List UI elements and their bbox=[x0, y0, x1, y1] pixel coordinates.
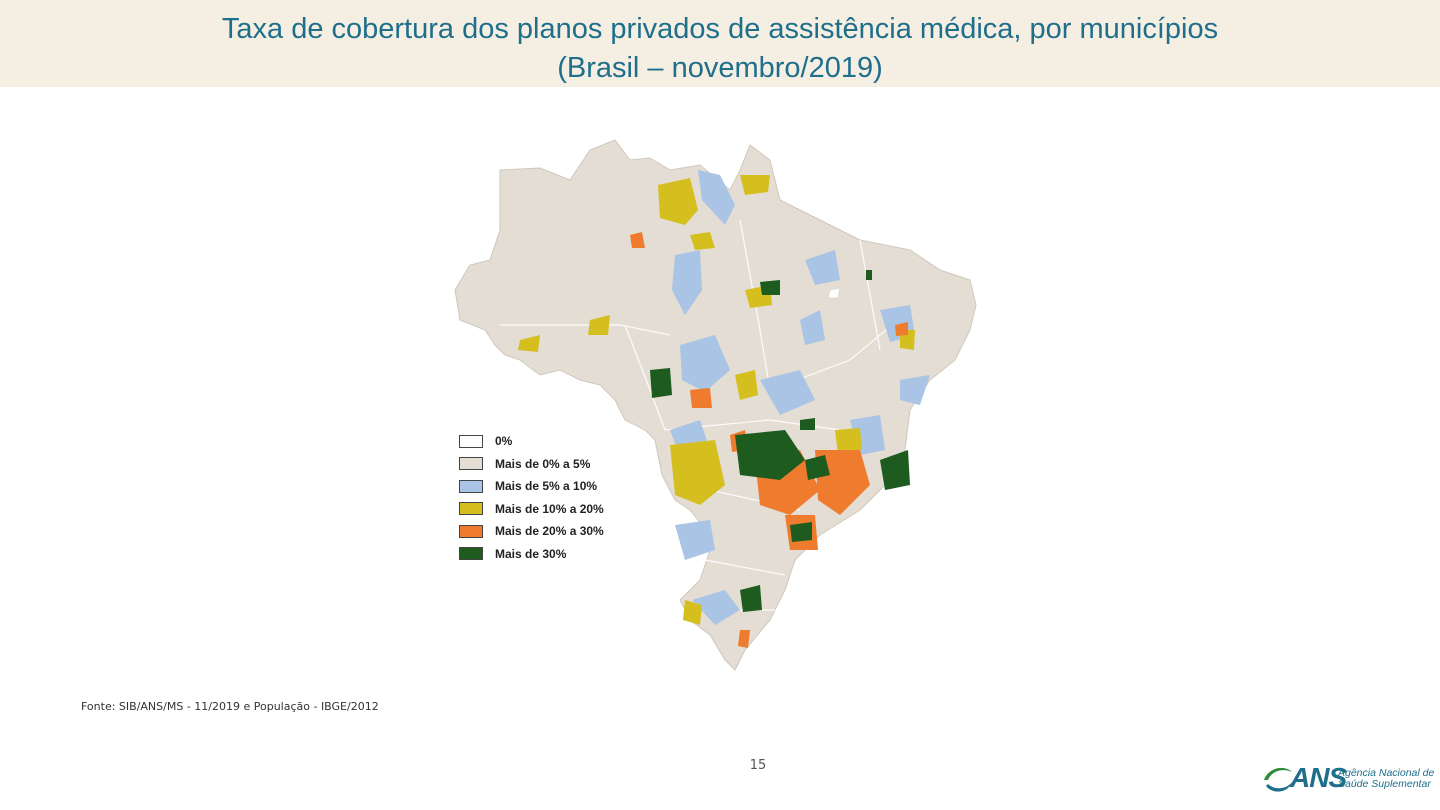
legend-label: Mais de 5% a 10% bbox=[495, 479, 598, 494]
page-number: 15 bbox=[749, 758, 767, 773]
ans-logo: ANS Agência Nacional de Saúde Suplementa… bbox=[1258, 760, 1438, 800]
logo-subtitle: Agência Nacional de Saúde Suplementar bbox=[1338, 768, 1434, 790]
logo-subtitle-line2: Saúde Suplementar bbox=[1338, 778, 1431, 790]
legend-swatch bbox=[459, 479, 483, 493]
legend-item: Mais de 0% a 5% bbox=[459, 453, 604, 476]
brazil-coverage-map bbox=[454, 139, 977, 671]
coverage-zero bbox=[827, 287, 841, 299]
legend-label: 0% bbox=[495, 434, 513, 449]
page-title: Taxa de cobertura dos planos privados de… bbox=[0, 10, 1440, 88]
legend-item: Mais de 5% a 10% bbox=[459, 475, 604, 498]
legend-item: Mais de 10% a 20% bbox=[459, 498, 604, 521]
legend-item: 0% bbox=[459, 430, 604, 453]
ans-swoosh-icon bbox=[1264, 767, 1292, 792]
legend-item: Mais de 30% bbox=[459, 543, 604, 566]
title-line-1: Taxa de cobertura dos planos privados de… bbox=[221, 13, 1219, 45]
coverage-5-10 bbox=[670, 170, 930, 625]
legend-label: Mais de 0% a 5% bbox=[495, 456, 591, 471]
legend-swatch bbox=[459, 547, 483, 561]
coverage-over-30 bbox=[650, 270, 910, 612]
logo-subtitle-line1: Agência Nacional de bbox=[1338, 767, 1435, 779]
legend-swatch bbox=[459, 502, 483, 516]
legend-swatch bbox=[459, 434, 483, 448]
legend-label: Mais de 10% a 20% bbox=[495, 501, 604, 516]
legend-item: Mais de 20% a 30% bbox=[459, 520, 604, 543]
legend-label: Mais de 20% a 30% bbox=[495, 524, 604, 539]
title-line-2: (Brasil – novembro/2019) bbox=[557, 52, 883, 84]
legend-swatch bbox=[459, 457, 483, 471]
title-band bbox=[0, 0, 1440, 87]
map-legend: 0% Mais de 0% a 5% Mais de 5% a 10% Mais… bbox=[459, 430, 604, 565]
coverage-10-20 bbox=[518, 175, 915, 625]
legend-swatch bbox=[459, 524, 483, 538]
source-note: Fonte: SIB/ANS/MS - 11/2019 e População … bbox=[81, 700, 379, 713]
legend-label: Mais de 30% bbox=[495, 546, 567, 561]
brazil-outline bbox=[454, 139, 977, 671]
logo-wordmark: ANS bbox=[1290, 762, 1347, 793]
